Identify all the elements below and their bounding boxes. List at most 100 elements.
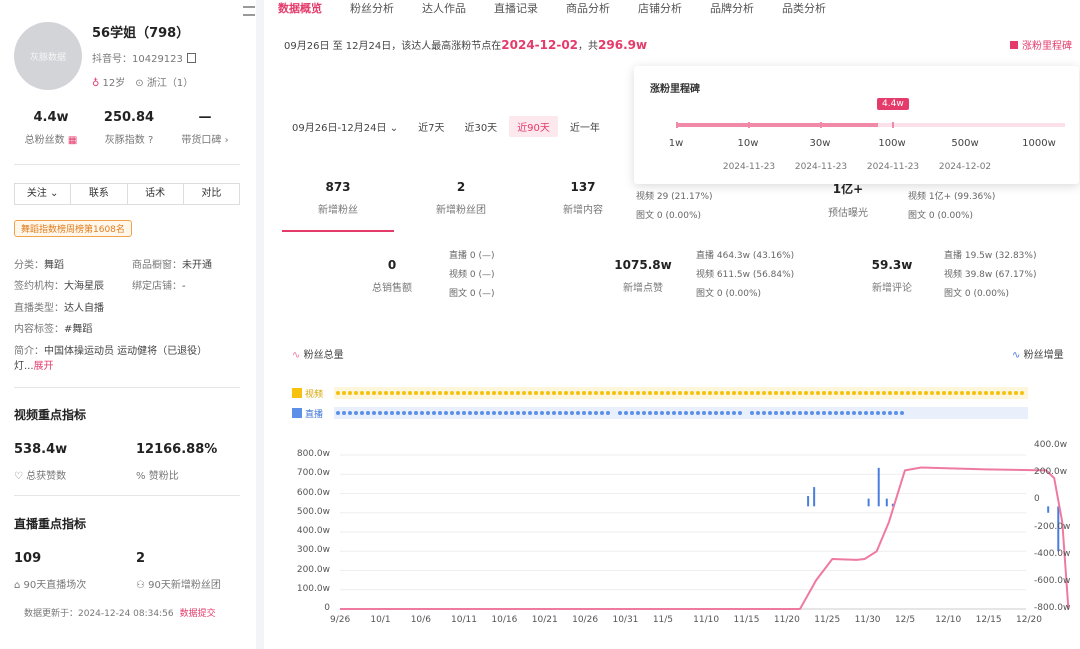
live-mark — [702, 411, 706, 415]
live-mark — [408, 411, 412, 415]
card-sales[interactable]: 0 总销售额 — [372, 258, 412, 294]
live-mark — [834, 411, 838, 415]
live-mark — [372, 411, 376, 415]
video-mark — [834, 391, 838, 395]
milestone-tick — [748, 122, 750, 128]
compare-button[interactable]: 对比 — [201, 188, 222, 199]
submit-data-link[interactable]: 数据提交 — [179, 609, 216, 619]
live-mark — [342, 411, 346, 415]
live-mark — [552, 411, 556, 415]
range-90d[interactable]: 近90天 — [509, 116, 558, 137]
video-mark — [948, 391, 952, 395]
tab-overview[interactable]: 数据概览 — [278, 2, 322, 15]
expand-link[interactable]: 展开 — [33, 361, 54, 372]
video-mark — [618, 391, 622, 395]
location: ⊙ 浙江（1） — [135, 74, 193, 89]
live-mark — [606, 411, 610, 415]
tab-brands[interactable]: 品牌分析 — [710, 2, 754, 15]
x-tick: 12/15 — [975, 615, 1002, 625]
milestone-progress — [676, 123, 879, 127]
video-mark — [558, 391, 562, 395]
tab-categories[interactable]: 品类分析 — [782, 2, 826, 15]
tab-shops[interactable]: 店铺分析 — [638, 2, 682, 15]
video-mark — [984, 391, 988, 395]
live-mark — [444, 411, 448, 415]
tab-works[interactable]: 达人作品 — [422, 2, 466, 15]
video-mark — [666, 391, 670, 395]
video-mark — [642, 391, 646, 395]
y-left-tick: 800.0w — [296, 449, 330, 459]
legend-total-fans[interactable]: ∿ 粉丝总量 — [292, 350, 344, 361]
divider — [14, 387, 240, 388]
profile-name: 56学姐（798） — [92, 26, 190, 41]
live-row: 直播 — [292, 407, 323, 421]
live-mark — [540, 411, 544, 415]
stat-value: 250.84 — [103, 110, 155, 125]
card-comments[interactable]: 59.3w 新增评论 — [871, 258, 913, 294]
milestone-tick — [820, 122, 822, 128]
live-mark — [582, 411, 586, 415]
date-range-picker[interactable]: 09月26日-12月24日 ⌄ — [292, 123, 399, 134]
rank-badge[interactable]: 舞蹈指数榜周榜第1608名 — [14, 220, 132, 237]
increment-bar — [807, 496, 810, 507]
stat-fans: 4.4w 总粉丝数 ▦ — [16, 110, 86, 146]
video-mark — [756, 391, 760, 395]
card-exposure[interactable]: 1亿+ 预估曝光 — [828, 182, 868, 219]
milestone-button[interactable]: 涨粉里程碑 — [1010, 37, 1072, 52]
tab-live[interactable]: 直播记录 — [494, 2, 538, 15]
y-right-tick: -400.0w — [1034, 548, 1071, 559]
script-button[interactable]: 话术 — [128, 184, 184, 204]
live-mark — [780, 411, 784, 415]
y-left-tick: 200.0w — [296, 564, 330, 575]
live-mark — [480, 411, 484, 415]
live-mark — [660, 411, 664, 415]
range-30d[interactable]: 近30天 — [464, 123, 498, 134]
live-mark — [600, 411, 604, 415]
live-mark — [888, 411, 892, 415]
y-left-tick: 100.0w — [296, 583, 330, 594]
video-mark — [624, 391, 628, 395]
range-7d[interactable]: 近7天 — [418, 123, 445, 134]
card-new-fans[interactable]: 873 新增粉丝 — [318, 180, 358, 216]
tab-bar: 数据概览 粉丝分析 达人作品 直播记录 商品分析 店铺分析 品牌分析 品类分析 — [278, 0, 826, 16]
live-mark — [876, 411, 880, 415]
video-mark — [738, 391, 742, 395]
increment-bar — [1057, 506, 1060, 552]
video-mark — [786, 391, 790, 395]
x-tick: 12/5 — [894, 615, 916, 625]
info-tag: 内容标签：#舞蹈 — [14, 324, 93, 335]
tab-products[interactable]: 商品分析 — [566, 2, 610, 15]
video-mark — [648, 391, 652, 395]
live-mark — [654, 411, 658, 415]
video-mark — [630, 391, 634, 395]
live-mark — [366, 411, 370, 415]
tab-fans[interactable]: 粉丝分析 — [350, 2, 394, 15]
card-new-content[interactable]: 137 新增内容 — [563, 180, 603, 216]
douyin-id: 抖音号：10429123 — [92, 50, 196, 65]
chevron-right-icon[interactable]: › — [224, 135, 229, 146]
y-left-tick: 500.0w — [296, 506, 330, 517]
range-1y[interactable]: 近一年 — [569, 123, 600, 134]
video-mark — [414, 391, 418, 395]
avatar[interactable]: 灰豚数据 — [14, 22, 82, 90]
douyin-value: 10429123 — [132, 54, 183, 65]
content-breakdown: 视频 29 (21.17%) 图文 0 (0.00%) — [636, 192, 713, 221]
likes-breakdown: 直播 464.3w (43.16%) 视频 611.5w (56.84%) 图文 0… — [696, 251, 795, 299]
card-likes[interactable]: 1075.8w 新增点赞 — [614, 258, 672, 294]
card-new-fan-groups[interactable]: 2 新增粉丝团 — [436, 180, 486, 216]
follow-button[interactable]: 关注 ⌄ — [15, 184, 72, 204]
x-tick: 10/11 — [451, 615, 477, 625]
legend-fan-increment[interactable]: ∿ 粉丝增量 — [1012, 350, 1064, 361]
menu-icon[interactable] — [243, 6, 255, 16]
profile-meta: ♁ 12岁 ⊙ 浙江（1） — [92, 74, 193, 89]
video-mark — [1014, 391, 1018, 395]
live-mark — [378, 411, 382, 415]
copy-icon[interactable] — [186, 53, 196, 63]
video-row: 视频 — [292, 387, 323, 401]
live-mark — [402, 411, 406, 415]
video-mark — [990, 391, 994, 395]
x-tick: 12/20 — [1016, 615, 1042, 625]
contact-button[interactable]: 联系 — [71, 184, 128, 204]
peak-note: 09月26日 至 12月24日，该达人最高涨粉节点在2024-12-02，共29… — [284, 38, 648, 52]
help-icon[interactable]: ? — [147, 135, 154, 146]
